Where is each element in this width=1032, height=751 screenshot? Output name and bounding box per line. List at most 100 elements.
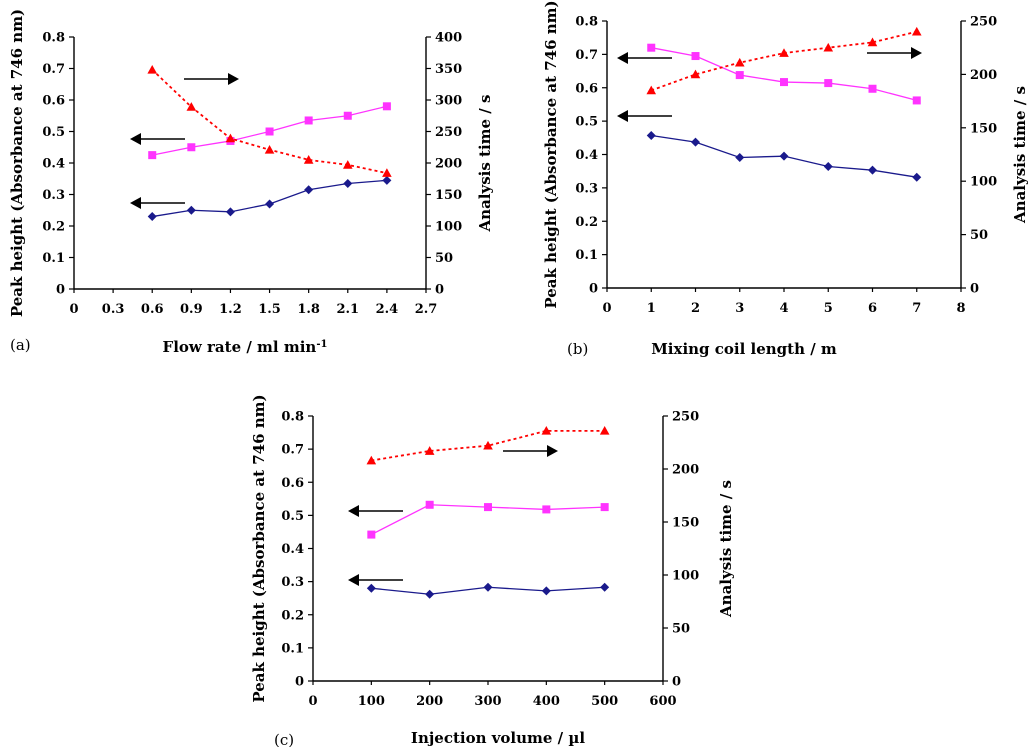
y-tick-label: 0.4 [575, 148, 598, 163]
x-tick-label: 500 [591, 694, 618, 709]
x-tick-label: 7 [912, 301, 921, 316]
arrow-right-icon [503, 445, 558, 457]
data-point-diamond [912, 172, 922, 182]
data-point-diamond [541, 586, 551, 596]
y2-tick-label: 200 [672, 463, 699, 478]
y2-tick-label: 100 [672, 569, 699, 584]
data-point-diamond [382, 175, 392, 185]
data-point-square [824, 79, 833, 88]
y-tick-label: 0.7 [575, 48, 598, 63]
y2-tick-label: 150 [672, 516, 699, 531]
y2-tick-label: 50 [672, 622, 690, 637]
x-tick-label: 6 [868, 301, 877, 316]
y-tick-label: 0.5 [575, 115, 598, 130]
x-axis-title-superscript: -1 [316, 339, 327, 350]
y-tick-label: 0.1 [575, 248, 598, 263]
data-point-square [912, 96, 921, 105]
data-point-triangle [186, 102, 197, 111]
data-point-square [735, 71, 744, 80]
data-point-square [367, 530, 376, 539]
y2-tick-label: 0 [672, 675, 681, 690]
y2-axis-title: Analysis time / s [476, 95, 494, 233]
x-tick-label: 2.7 [415, 302, 438, 317]
data-point-diamond [425, 589, 435, 599]
data-point-triangle [867, 37, 878, 47]
y-tick-label: 0 [295, 675, 304, 690]
y2-tick-label: 50 [435, 251, 453, 266]
x-axis-title: Flow rate / ml min-1 [163, 338, 328, 356]
data-point-diamond [147, 212, 157, 222]
x-tick-label: 0 [602, 301, 611, 316]
data-point-triangle [779, 48, 789, 57]
y-tick-label: 0.6 [42, 94, 65, 109]
data-point-diamond [823, 162, 833, 172]
x-tick-label: 1.5 [258, 302, 281, 317]
y-tick-label: 0.2 [281, 608, 304, 623]
data-point-diamond [691, 137, 700, 147]
chart-panel-b: 00.10.20.30.40.50.60.70.8050100150200250… [542, 0, 1029, 358]
y-axis-title: Peak height (Absorbance at 746 nm) [542, 0, 560, 308]
y2-tick-label: 400 [435, 31, 462, 46]
data-point-triangle [147, 64, 158, 74]
y-tick-label: 0.2 [575, 215, 598, 230]
series-line-triangle [151, 69, 388, 174]
y2-tick-label: 350 [435, 62, 462, 77]
data-point-square [868, 84, 877, 93]
y-tick-label: 0.1 [42, 251, 65, 266]
y-tick-label: 0 [56, 283, 65, 298]
x-tick-label: 0.3 [102, 302, 125, 317]
x-tick-label: 300 [474, 694, 501, 709]
y2-tick-label: 250 [435, 125, 462, 140]
data-point-square [382, 102, 391, 111]
chart-panel-a: 0 0.1 0.2 0.3 0.4 0.5 0.6 0.7 0.8 0 50 100 150 200 250… [8, 9, 494, 356]
x-axis-title: Injection volume / µl [411, 729, 585, 747]
x-tick-label: 3 [735, 301, 744, 316]
x-tick-label: 2 [691, 301, 700, 316]
y-tick-label: 0.6 [575, 81, 598, 96]
data-point-triangle [303, 155, 314, 164]
panel-label: (c) [274, 731, 294, 747]
arrow-left-icon [130, 133, 185, 145]
data-point-diamond [343, 178, 353, 188]
data-point-triangle [734, 57, 745, 67]
data-point-triangle [541, 426, 552, 435]
y2-tick-label: 150 [435, 188, 462, 203]
y2-tick-label: 300 [435, 94, 462, 109]
data-point-square [780, 78, 788, 87]
chart-panel-c: 0 0.1 0.2 0.3 0.4 0.5 0.6 0.7 0.8 0 50 100 150 200 250… [250, 394, 735, 749]
y-tick-label: 0.3 [575, 181, 598, 196]
data-point-triangle [483, 440, 493, 450]
y-tick-label: 0.2 [42, 220, 65, 235]
data-point-square [304, 116, 313, 125]
y2-tick-label: 50 [970, 228, 988, 243]
data-point-diamond [304, 185, 314, 195]
data-point-square [484, 503, 492, 512]
data-point-triangle [342, 160, 353, 169]
data-point-square [148, 151, 157, 160]
x-tick-label: 2.4 [376, 302, 399, 317]
x-tick-label: 0 [69, 302, 78, 317]
panel-label: (b) [567, 340, 588, 358]
y2-tick-label: 0 [970, 282, 979, 297]
data-point-triangle [225, 133, 236, 143]
arrow-left-icon [348, 574, 403, 586]
data-point-square [265, 127, 274, 136]
y-tick-label: 0.1 [281, 641, 304, 656]
data-point-diamond [600, 582, 610, 592]
data-point-diamond [265, 199, 275, 209]
x-tick-label: 200 [416, 694, 443, 709]
data-point-square [343, 111, 352, 120]
panel-label: (a) [10, 336, 31, 354]
x-tick-label: 5 [824, 301, 833, 316]
arrow-left-icon [348, 505, 403, 517]
data-point-diamond [186, 205, 196, 215]
arrow-left-icon [617, 52, 672, 64]
data-point-triangle [366, 455, 377, 465]
data-point-diamond [779, 151, 789, 161]
x-tick-label: 0.9 [180, 302, 203, 317]
data-point-square [600, 503, 609, 512]
y-tick-label: 0 [589, 282, 598, 297]
y-tick-label: 0.4 [281, 542, 304, 557]
data-point-square [691, 52, 700, 61]
y2-tick-label: 100 [435, 220, 462, 235]
